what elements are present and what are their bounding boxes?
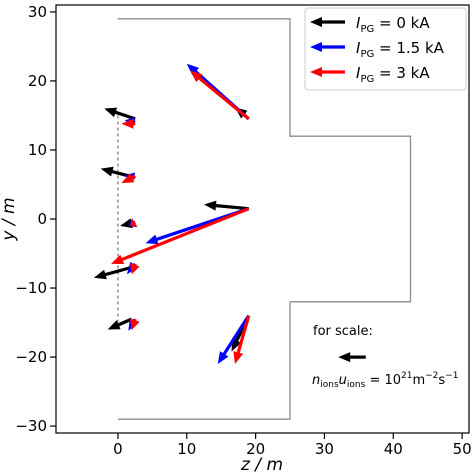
legend-arrow-2 <box>310 67 345 77</box>
x-tick-label: 10 <box>177 440 196 458</box>
y-tick-label: 10 <box>28 141 47 159</box>
scale-arrow-shape <box>338 352 366 363</box>
arrow-series2-5 <box>130 263 140 275</box>
outline-path <box>117 18 412 420</box>
scale-u-sub: ions <box>347 380 366 390</box>
arrow-series2-6 <box>130 318 140 331</box>
y-tick-label: 20 <box>28 72 47 90</box>
region-outline <box>117 18 412 420</box>
scale-arrow <box>338 352 366 363</box>
arrow-series0-5 <box>93 265 133 280</box>
y-tick-label: 30 <box>28 3 47 21</box>
x-tick-label: 40 <box>384 440 403 458</box>
y-tick-label: −20 <box>15 348 47 366</box>
arrow-series2-3 <box>111 207 250 264</box>
y-axis-label: y / m <box>0 197 19 241</box>
legend-arrow-0 <box>310 17 345 27</box>
arrow-series1-7 <box>217 314 251 364</box>
scale-n-sub: ions <box>320 380 339 390</box>
legend: IPG = 0 kA IPG = 1.5 kA IPG = 3 kA <box>304 7 467 91</box>
scale-s: s <box>438 373 445 388</box>
arrow-series2-2 <box>121 173 136 184</box>
scale-unit: m <box>412 373 425 388</box>
x-tick-label: 20 <box>246 440 265 458</box>
axis-ticks: 0 10 20 30 40 50 −30 −20 −10 0 10 20 30 <box>15 3 471 458</box>
x-tick-label: 30 <box>315 440 334 458</box>
scale-unit-exp1: −2 <box>425 371 438 381</box>
x-axis-label: z / m <box>240 455 283 474</box>
x-tick-label: 50 <box>453 440 472 458</box>
scale-eq: = 10 <box>365 373 401 388</box>
legend-label-0: IPG = 0 kA <box>356 14 430 35</box>
arrow-series2-4 <box>130 218 138 227</box>
y-tick-label: −10 <box>15 279 47 297</box>
legend-arrow-1 <box>310 42 345 52</box>
y-tick-label: 0 <box>37 210 47 228</box>
legend-label-2: IPG = 3 kA <box>356 64 430 85</box>
arrow-series2-7 <box>233 315 251 364</box>
arrow-series2-1 <box>121 118 136 129</box>
scale-n: n <box>312 373 320 388</box>
arrow-series0-1 <box>104 107 136 121</box>
scale-annotation: for scale: nionsuions = 1021m−2s−1 <box>312 324 458 390</box>
scale-unit-exp2: −1 <box>445 371 458 381</box>
y-tick-label: −30 <box>15 417 47 435</box>
scale-formula: nionsuions = 1021m−2s−1 <box>312 371 458 390</box>
scale-u: u <box>339 373 347 388</box>
legend-box <box>304 7 467 91</box>
arrow-series0-3 <box>204 200 249 211</box>
legend-label-1: IPG = 1.5 kA <box>356 39 445 60</box>
arrow-series1-3 <box>145 207 250 245</box>
arrow-field <box>93 63 251 364</box>
arrow-series0-6 <box>107 317 133 330</box>
x-tick-label: 0 <box>113 440 123 458</box>
arrow-series2-0 <box>190 70 250 121</box>
for-scale-label: for scale: <box>313 324 373 339</box>
scale-exp: 21 <box>401 371 412 381</box>
